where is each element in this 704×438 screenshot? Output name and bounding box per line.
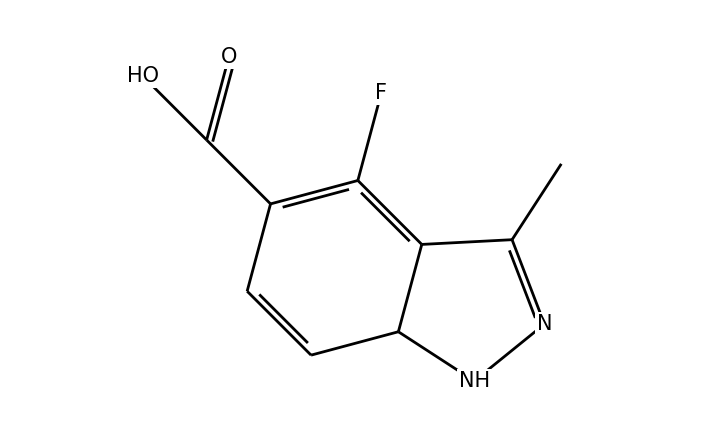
Text: N: N <box>536 314 552 334</box>
Text: NH: NH <box>458 371 490 391</box>
Text: HO: HO <box>127 66 158 86</box>
Text: O: O <box>220 47 237 67</box>
Text: F: F <box>375 83 387 103</box>
